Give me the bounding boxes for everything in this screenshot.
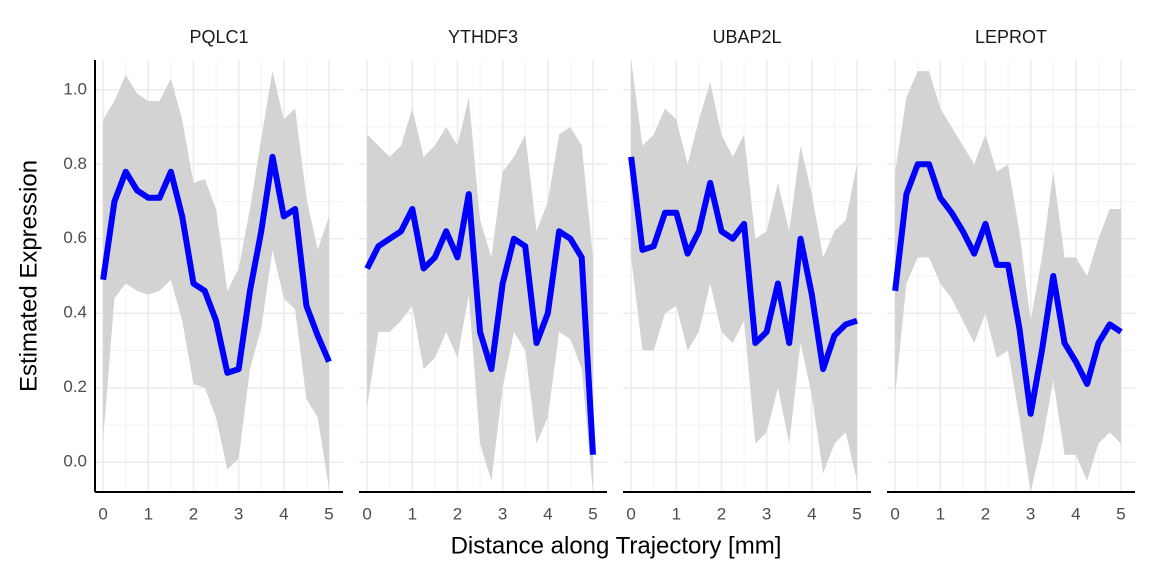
x-tick-label: 0 (98, 504, 107, 523)
x-tick-label: 5 (588, 504, 597, 523)
x-tick-label: 3 (1026, 504, 1035, 523)
x-tick-label: 5 (1116, 504, 1125, 523)
x-tick-label: 1 (408, 504, 417, 523)
x-tick-label: 2 (453, 504, 462, 523)
y-tick-label: 0.8 (63, 154, 87, 173)
x-tick-label: 4 (1071, 504, 1080, 523)
x-tick-label: 2 (189, 504, 198, 523)
line (892, 161, 1123, 417)
x-tick-label: 5 (852, 504, 861, 523)
panel-title: PQLC1 (189, 27, 248, 47)
x-tick-label: 4 (807, 504, 816, 523)
line (628, 156, 858, 373)
x-tick-label: 0 (890, 504, 899, 523)
x-tick-label: 0 (362, 504, 371, 523)
x-tick-label: 2 (981, 504, 990, 523)
x-tick-label: 5 (324, 504, 333, 523)
y-axis-title: Estimated Expression (15, 160, 42, 392)
x-axis-title: Distance along Trajectory [mm] (451, 532, 782, 559)
y-tick-label: 1.0 (63, 79, 87, 98)
x-tick-label: 1 (144, 504, 153, 523)
panel-title: UBAP2L (712, 27, 781, 47)
x-tick-label: 3 (762, 504, 771, 523)
y-tick-label: 0.0 (63, 452, 87, 471)
x-tick-label: 1 (936, 504, 945, 523)
x-tick-label: 0 (626, 504, 635, 523)
confidence-band (631, 60, 857, 481)
line (100, 153, 332, 376)
x-tick-label: 1 (672, 504, 681, 523)
x-tick-label: 4 (543, 504, 552, 523)
panel-title: LEPROT (975, 27, 1047, 47)
line (364, 191, 596, 455)
y-tick-label: 0.4 (63, 303, 87, 322)
x-tick-label: 3 (234, 504, 243, 523)
confidence-band (367, 97, 593, 492)
x-tick-label: 3 (498, 504, 507, 523)
x-tick-label: 4 (279, 504, 288, 523)
x-tick-label: 2 (717, 504, 726, 523)
panel-title: YTHDF3 (448, 27, 518, 47)
y-tick-label: 0.2 (63, 377, 87, 396)
y-tick-label: 0.6 (63, 228, 87, 247)
